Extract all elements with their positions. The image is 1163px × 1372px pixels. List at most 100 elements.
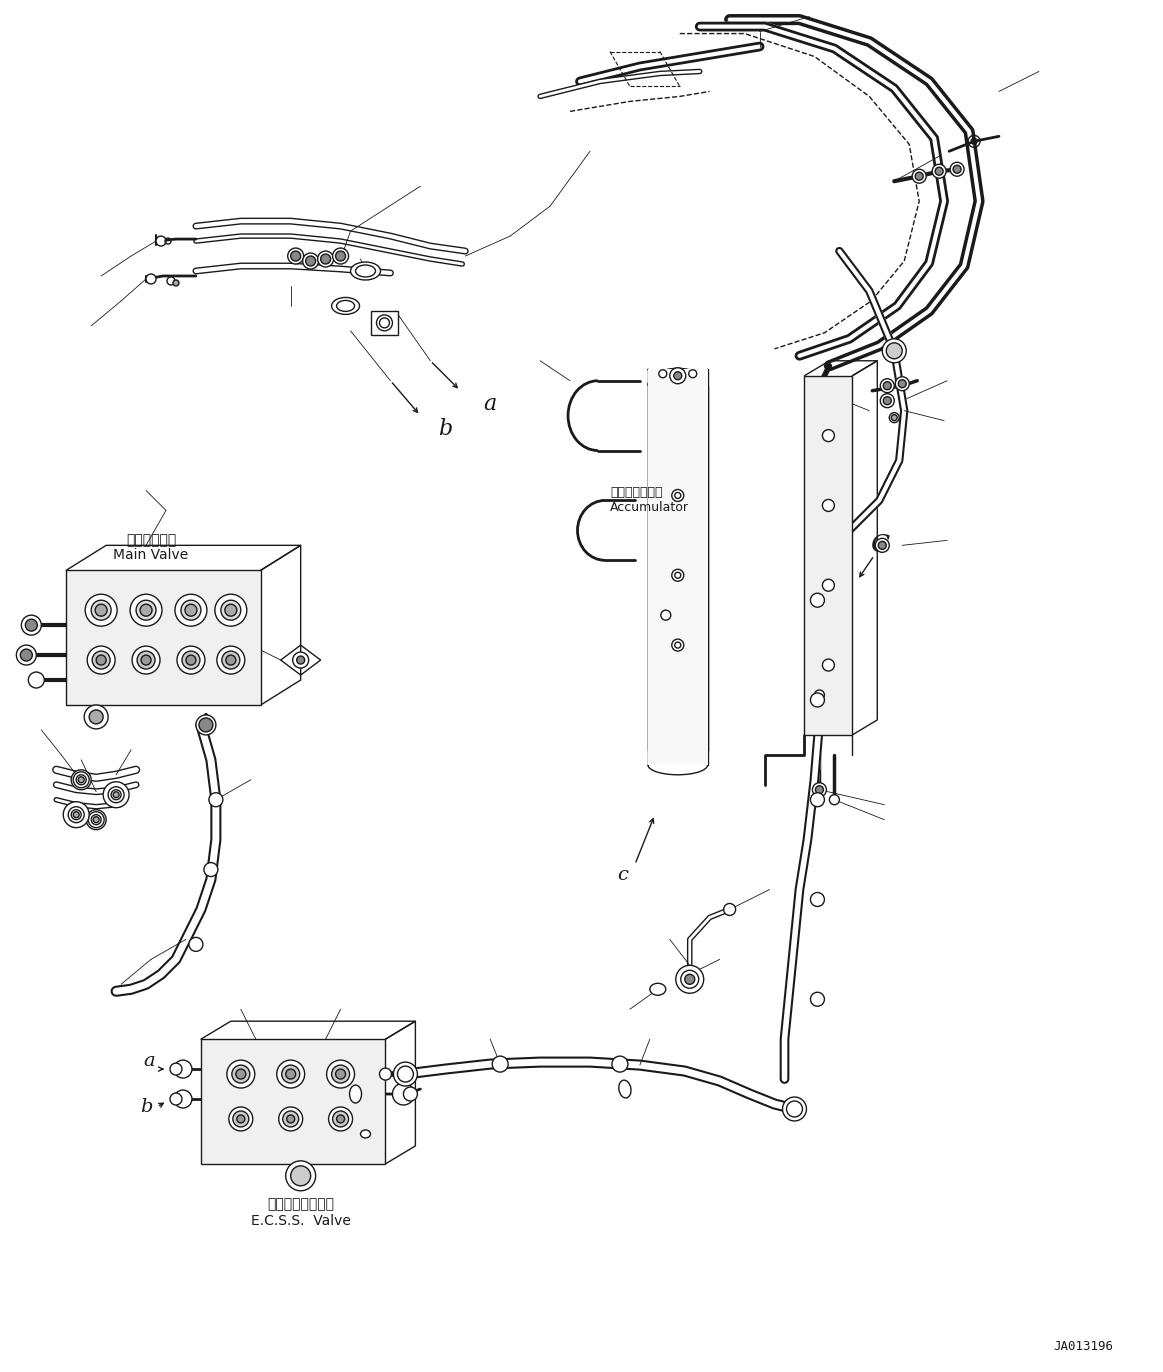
Circle shape xyxy=(21,615,42,635)
Circle shape xyxy=(141,654,151,665)
Circle shape xyxy=(321,254,330,263)
Circle shape xyxy=(822,429,834,442)
Circle shape xyxy=(84,705,108,729)
Circle shape xyxy=(336,251,345,261)
Circle shape xyxy=(377,316,392,331)
Circle shape xyxy=(971,139,977,144)
Circle shape xyxy=(933,165,947,178)
Circle shape xyxy=(814,690,825,700)
Circle shape xyxy=(822,659,834,671)
Circle shape xyxy=(287,1115,294,1122)
Circle shape xyxy=(130,594,162,626)
Circle shape xyxy=(28,672,44,687)
Circle shape xyxy=(291,1166,311,1185)
Circle shape xyxy=(811,992,825,1006)
Circle shape xyxy=(69,807,84,823)
Circle shape xyxy=(954,165,961,173)
Circle shape xyxy=(185,604,197,616)
Circle shape xyxy=(113,792,119,797)
Circle shape xyxy=(77,775,86,785)
Bar xyxy=(648,369,708,764)
Text: c: c xyxy=(618,866,628,884)
Circle shape xyxy=(63,801,90,827)
Circle shape xyxy=(723,904,736,915)
Circle shape xyxy=(188,937,202,951)
Text: b: b xyxy=(140,1098,152,1115)
Circle shape xyxy=(170,1063,181,1076)
Circle shape xyxy=(891,414,897,421)
Circle shape xyxy=(108,786,124,803)
Circle shape xyxy=(174,1061,192,1078)
Circle shape xyxy=(783,1098,806,1121)
Text: メインバルブ: メインバルブ xyxy=(126,534,176,547)
Circle shape xyxy=(78,777,84,783)
Circle shape xyxy=(16,645,36,665)
Circle shape xyxy=(331,1065,350,1083)
Circle shape xyxy=(215,594,247,626)
Circle shape xyxy=(287,248,304,263)
Circle shape xyxy=(393,1062,418,1087)
Bar xyxy=(805,376,852,735)
Circle shape xyxy=(226,654,236,665)
Circle shape xyxy=(492,1056,508,1072)
Circle shape xyxy=(170,1093,181,1104)
Circle shape xyxy=(811,793,825,807)
Bar xyxy=(371,311,399,335)
Circle shape xyxy=(883,397,891,405)
Text: E.C.S.S.  Valve: E.C.S.S. Valve xyxy=(251,1214,350,1228)
Circle shape xyxy=(398,1066,413,1083)
Circle shape xyxy=(880,379,894,392)
Circle shape xyxy=(915,173,923,180)
Circle shape xyxy=(333,1111,349,1126)
Circle shape xyxy=(883,339,906,362)
Circle shape xyxy=(306,257,315,266)
Circle shape xyxy=(333,248,349,263)
Text: Accumulator: Accumulator xyxy=(609,501,688,514)
Circle shape xyxy=(222,652,240,670)
Circle shape xyxy=(896,377,909,391)
Circle shape xyxy=(73,772,90,788)
Circle shape xyxy=(233,1111,249,1126)
Circle shape xyxy=(672,490,684,501)
Circle shape xyxy=(898,380,906,388)
Circle shape xyxy=(283,1111,299,1126)
Circle shape xyxy=(291,251,301,261)
Ellipse shape xyxy=(619,1080,632,1098)
Circle shape xyxy=(204,863,217,877)
Circle shape xyxy=(935,167,943,176)
Text: a: a xyxy=(143,1052,155,1070)
Circle shape xyxy=(688,370,697,377)
Circle shape xyxy=(85,594,117,626)
Circle shape xyxy=(90,709,104,724)
Circle shape xyxy=(231,1065,250,1083)
Circle shape xyxy=(912,169,926,184)
Circle shape xyxy=(672,639,684,652)
Bar xyxy=(66,571,261,705)
Text: 走行ダンババルブ: 走行ダンババルブ xyxy=(267,1196,334,1210)
Circle shape xyxy=(91,600,112,620)
Circle shape xyxy=(786,1100,802,1117)
Circle shape xyxy=(181,600,201,620)
Circle shape xyxy=(327,1061,355,1088)
Circle shape xyxy=(156,236,166,246)
Circle shape xyxy=(822,579,834,591)
Ellipse shape xyxy=(331,298,359,314)
Circle shape xyxy=(680,970,699,988)
Circle shape xyxy=(670,368,686,384)
Circle shape xyxy=(104,782,129,808)
Circle shape xyxy=(822,499,834,512)
Text: a: a xyxy=(484,392,497,414)
Circle shape xyxy=(73,812,79,818)
Circle shape xyxy=(136,600,156,620)
Circle shape xyxy=(137,652,155,670)
Circle shape xyxy=(26,619,37,631)
Circle shape xyxy=(392,1083,414,1104)
Circle shape xyxy=(404,1087,418,1100)
Circle shape xyxy=(216,646,244,674)
Circle shape xyxy=(92,652,110,670)
Text: JA013196: JA013196 xyxy=(1054,1340,1114,1353)
Circle shape xyxy=(112,790,121,800)
Text: Main Valve: Main Valve xyxy=(114,549,188,563)
Circle shape xyxy=(890,413,899,423)
Circle shape xyxy=(186,654,195,665)
